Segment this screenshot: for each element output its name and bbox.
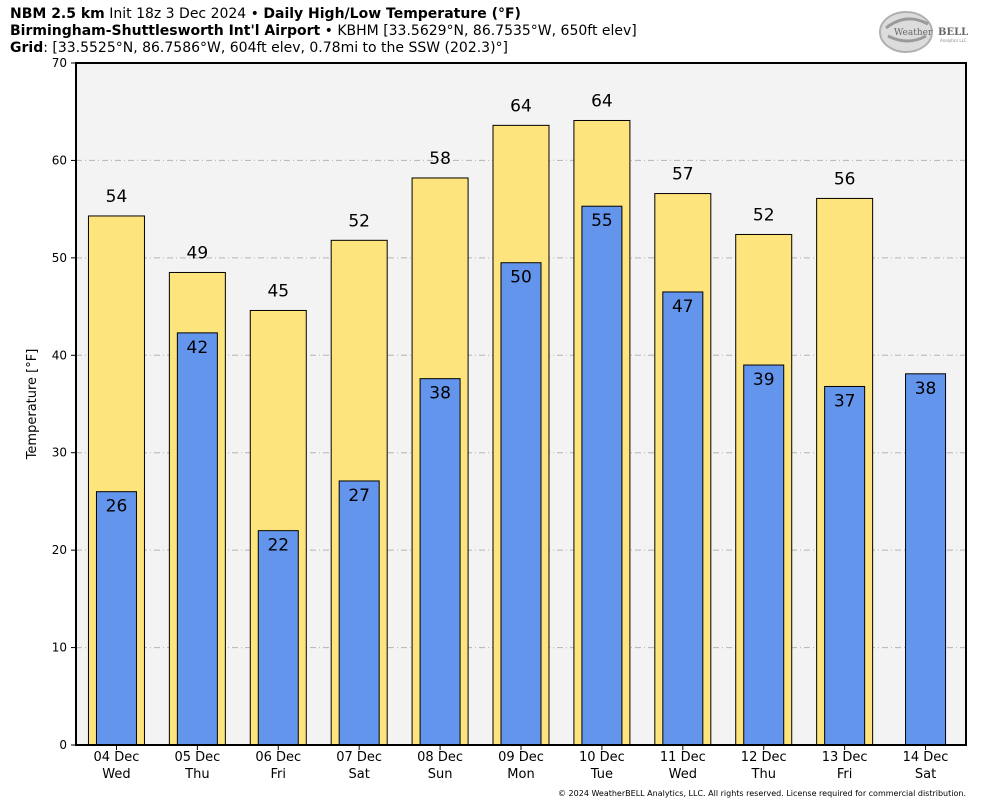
low-temp-label: 22 (267, 536, 289, 556)
logo-text-b: BELL (938, 27, 968, 38)
init-time: Init 18z 3 Dec 2024 • (104, 6, 264, 22)
x-tick-date: 06 Dec (255, 750, 301, 765)
y-tick-label: 70 (52, 56, 67, 70)
x-tick-day: Sat (349, 767, 370, 782)
low-temp-label: 27 (348, 486, 370, 506)
x-tick-date: 04 Dec (94, 750, 140, 765)
header-line-3: Grid: [33.5525°N, 86.7586°W, 604ft elev,… (10, 40, 508, 57)
high-temp-label: 64 (591, 91, 613, 111)
low-temp-bar (824, 385, 866, 746)
y-tick-label: 20 (52, 543, 67, 557)
low-temp-label: 37 (834, 391, 856, 411)
weatherbell-logo: Weather BELL Analytics LLC (879, 11, 968, 53)
y-tick-label: 0 (59, 738, 67, 752)
y-axis-label: Temperature [°F] (25, 349, 40, 461)
y-tick-label: 40 (52, 348, 67, 362)
low-temp-bar (743, 364, 785, 746)
low-temp-bar (257, 530, 299, 746)
low-temp-label: 47 (672, 297, 694, 317)
x-tick-day: Thu (751, 767, 776, 782)
low-temp-label: 39 (753, 370, 775, 390)
high-temp-label: 45 (267, 281, 289, 301)
station-info: • KBHM [33.5629°N, 86.7535°W, 650ft elev… (320, 23, 637, 39)
low-temp-label: 38 (915, 379, 937, 399)
logo-subtext: Analytics LLC (940, 38, 967, 43)
x-tick-day: Sun (428, 767, 453, 782)
plot-frame (75, 62, 967, 746)
y-tick-label: 60 (52, 153, 67, 167)
x-tick-day: Sat (915, 767, 936, 782)
low-temp-label: 50 (510, 268, 532, 288)
x-tick-date: 12 Dec (741, 750, 787, 765)
x-tick-date: 14 Dec (903, 750, 949, 765)
low-temp-bar (662, 291, 704, 746)
low-temp-label: 55 (591, 211, 613, 231)
high-temp-label: 57 (672, 165, 694, 185)
x-tick-day: Fri (837, 767, 853, 782)
x-tick-day: Wed (102, 767, 130, 782)
x-tick-day: Wed (669, 767, 697, 782)
high-temp-label: 58 (429, 149, 451, 169)
low-temp-bar (581, 205, 623, 746)
x-tick-day: Tue (590, 767, 613, 782)
low-temp-bar (95, 491, 137, 746)
header-line-1: NBM 2.5 km Init 18z 3 Dec 2024 • Daily H… (10, 6, 521, 23)
high-temp-label: 64 (510, 96, 532, 116)
y-tick-label: 10 (52, 641, 67, 655)
high-temp-label: 56 (834, 169, 856, 189)
x-tick-date: 07 Dec (336, 750, 382, 765)
grid-label: Grid (10, 40, 44, 56)
header-line-2: Birmingham-Shuttlesworth Int'l Airport •… (10, 23, 637, 40)
low-temp-bar (338, 480, 380, 746)
low-temp-label: 38 (429, 384, 451, 404)
x-tick-date: 10 Dec (579, 750, 625, 765)
low-temp-label: 26 (106, 497, 128, 517)
copyright-notice: © 2024 WeatherBELL Analytics, LLC. All r… (558, 789, 966, 798)
low-temp-bar (419, 378, 461, 746)
low-temp-bar (905, 373, 947, 746)
y-tick-label: 30 (52, 446, 67, 460)
grid-info: : [33.5525°N, 86.7586°W, 604ft elev, 0.7… (43, 40, 509, 56)
x-tick-date: 11 Dec (660, 750, 706, 765)
x-tick-day: Mon (507, 767, 534, 782)
low-temp-label: 42 (187, 338, 209, 358)
station-name: Birmingham-Shuttlesworth Int'l Airport (10, 23, 321, 39)
high-temp-label: 52 (348, 211, 370, 231)
x-tick-day: Thu (184, 767, 209, 782)
x-tick-date: 09 Dec (498, 750, 544, 765)
x-tick-day: Fri (271, 767, 287, 782)
x-tick-date: 08 Dec (417, 750, 463, 765)
x-tick-date: 05 Dec (174, 750, 220, 765)
logo-text-a: Weather (894, 28, 933, 38)
y-tick-label: 50 (52, 251, 67, 265)
model-name: NBM 2.5 km (10, 6, 105, 22)
x-tick-date: 13 Dec (822, 750, 868, 765)
high-temp-label: 49 (187, 243, 209, 263)
high-temp-label: 54 (106, 187, 128, 207)
chart-title: Daily High/Low Temperature (°F) (263, 6, 521, 22)
low-temp-bar (500, 262, 542, 746)
high-temp-label: 52 (753, 205, 775, 225)
low-temp-bar (176, 332, 218, 746)
